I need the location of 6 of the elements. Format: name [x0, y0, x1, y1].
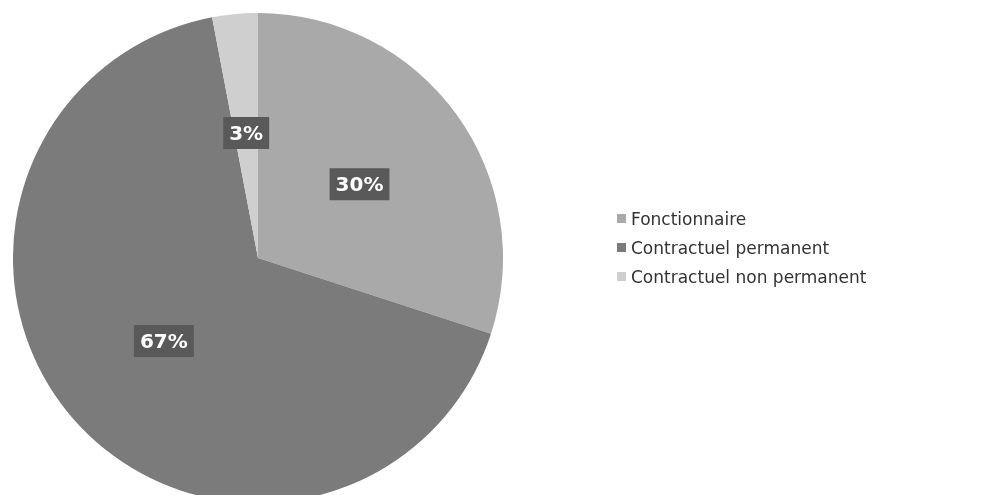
legend-label: Contractuel permanent — [631, 237, 830, 258]
data-label: 3% — [229, 121, 264, 146]
legend-label: Fonctionnaire — [631, 208, 747, 229]
data-label: 67% — [139, 328, 188, 353]
data-label: 30% — [335, 172, 384, 197]
legend-label: Contractuel non permanent — [631, 266, 867, 287]
